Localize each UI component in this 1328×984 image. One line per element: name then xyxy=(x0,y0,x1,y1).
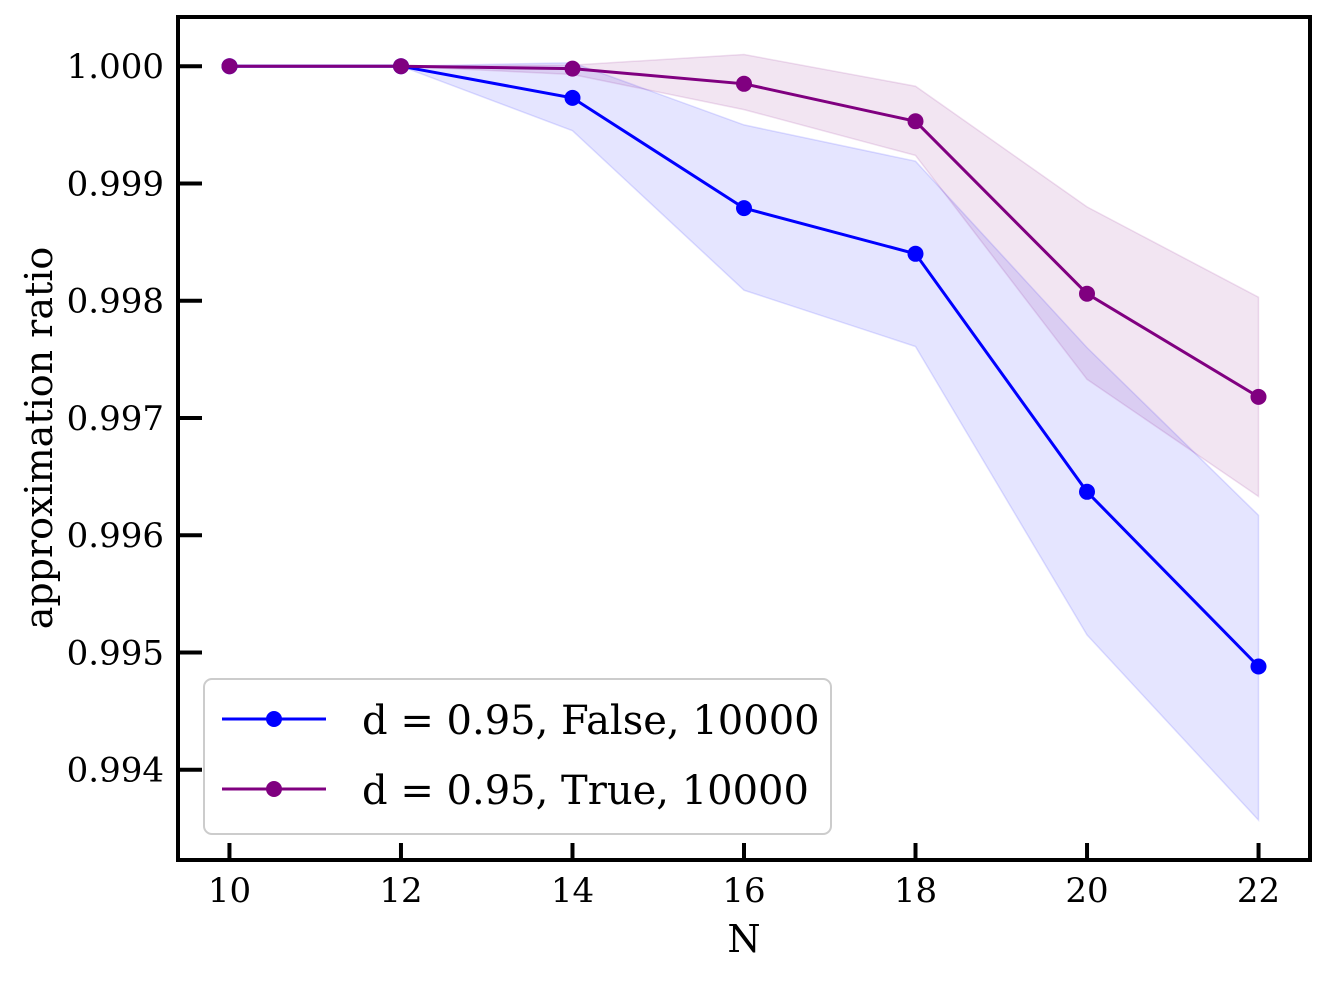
legend-label-true: d = 0.95, True, 10000 xyxy=(362,768,809,814)
legend-label-false: d = 0.95, False, 10000 xyxy=(362,698,820,744)
x-tick-label-14: 14 xyxy=(551,871,594,911)
x-tick-label-22: 22 xyxy=(1237,871,1280,911)
y-axis-label: approximation ratio xyxy=(17,247,61,630)
x-tick-label-10: 10 xyxy=(208,871,251,911)
legend-marker-true xyxy=(266,781,282,797)
point-true-n20 xyxy=(1079,285,1095,302)
point-true-n16 xyxy=(736,75,752,92)
point-true-n14 xyxy=(564,60,581,77)
point-false-n18 xyxy=(907,245,924,262)
point-false-n20 xyxy=(1079,483,1095,500)
point-true-n10 xyxy=(221,58,238,75)
legend-frame xyxy=(203,678,832,835)
x-tick-label-16: 16 xyxy=(722,871,765,911)
y-tick-label-0.999: 0.999 xyxy=(67,164,164,204)
y-tick-label-0.998: 0.998 xyxy=(67,282,164,322)
y-tick-label-0.997: 0.997 xyxy=(67,399,164,439)
x-tick-label-18: 18 xyxy=(894,871,937,911)
x-tick-label-12: 12 xyxy=(379,871,422,911)
point-false-n22 xyxy=(1250,658,1267,675)
legend-marker-false xyxy=(266,711,282,727)
y-tick-label-0.994: 0.994 xyxy=(67,751,164,791)
point-true-n18 xyxy=(907,113,924,130)
point-false-n14 xyxy=(564,89,581,106)
y-tick-label-0.996: 0.996 xyxy=(67,516,164,556)
point-false-n16 xyxy=(736,200,752,217)
legend: d = 0.95, False, 10000 d = 0.95, True, 1… xyxy=(203,678,832,835)
y-axis-ticks: 0.994 0.995 0.996 0.997 0.998 0.999 1.000 xyxy=(67,47,202,791)
point-true-n12 xyxy=(393,58,409,75)
series-markers xyxy=(221,58,1267,675)
y-tick-label-0.995: 0.995 xyxy=(67,633,164,673)
x-axis-ticks: 10 12 14 16 18 20 22 xyxy=(208,843,1280,911)
y-tick-label-1.000: 1.000 xyxy=(67,47,164,87)
x-tick-label-20: 20 xyxy=(1065,871,1108,911)
x-axis-label: N xyxy=(727,917,760,961)
point-true-n22 xyxy=(1250,388,1267,405)
